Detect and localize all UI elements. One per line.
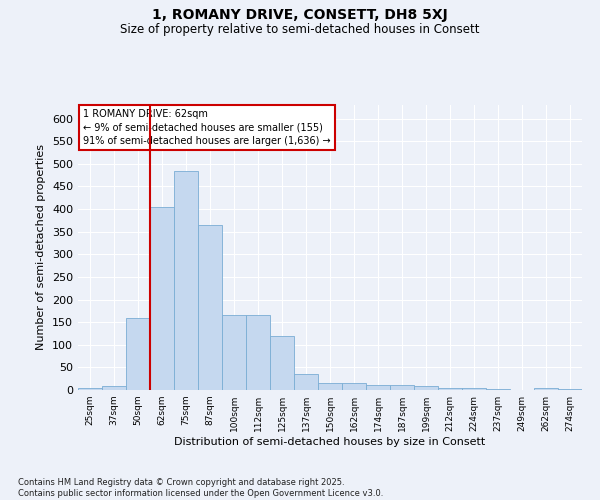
Text: 1, ROMANY DRIVE, CONSETT, DH8 5XJ: 1, ROMANY DRIVE, CONSETT, DH8 5XJ <box>152 8 448 22</box>
Bar <box>414 386 438 390</box>
Bar <box>462 388 486 390</box>
Y-axis label: Number of semi-detached properties: Number of semi-detached properties <box>37 144 46 350</box>
Bar <box>318 383 342 390</box>
Text: Contains HM Land Registry data © Crown copyright and database right 2025.
Contai: Contains HM Land Registry data © Crown c… <box>18 478 383 498</box>
Bar <box>174 170 198 390</box>
Bar <box>222 316 246 390</box>
Bar <box>558 389 582 390</box>
Text: 1 ROMANY DRIVE: 62sqm
← 9% of semi-detached houses are smaller (155)
91% of semi: 1 ROMANY DRIVE: 62sqm ← 9% of semi-detac… <box>83 110 331 146</box>
Bar <box>486 389 510 390</box>
Bar <box>150 207 174 390</box>
Bar <box>198 225 222 390</box>
Text: Size of property relative to semi-detached houses in Consett: Size of property relative to semi-detach… <box>120 22 480 36</box>
Bar <box>270 336 294 390</box>
Bar <box>78 388 102 390</box>
Bar <box>438 388 462 390</box>
Bar <box>366 384 390 390</box>
Bar <box>102 386 126 390</box>
Bar <box>294 374 318 390</box>
Bar <box>126 318 150 390</box>
Bar <box>534 388 558 390</box>
Bar <box>342 383 366 390</box>
Bar <box>246 316 270 390</box>
X-axis label: Distribution of semi-detached houses by size in Consett: Distribution of semi-detached houses by … <box>175 437 485 447</box>
Bar <box>390 386 414 390</box>
